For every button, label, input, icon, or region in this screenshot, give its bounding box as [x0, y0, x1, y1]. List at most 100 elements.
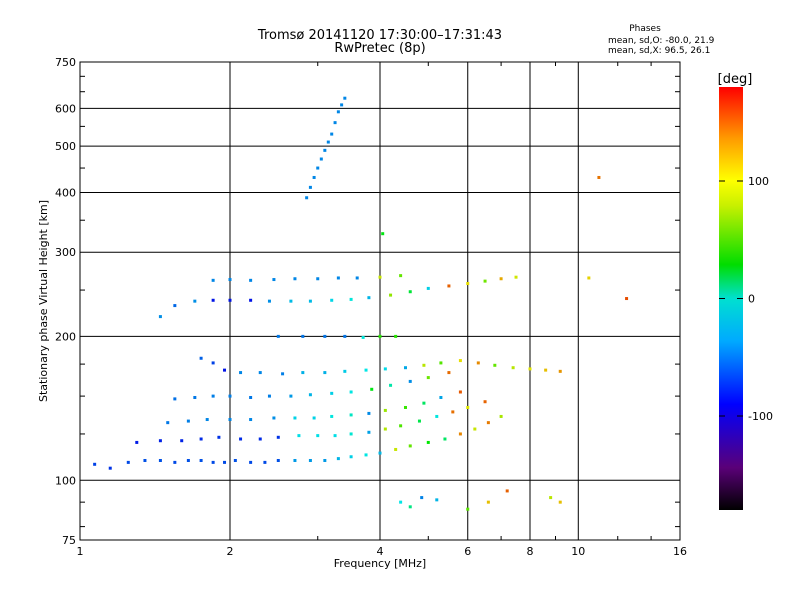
data-point	[378, 451, 382, 455]
data-point	[403, 366, 407, 370]
data-point	[367, 430, 371, 434]
data-point	[451, 410, 455, 414]
data-point	[258, 371, 262, 375]
data-point	[308, 458, 312, 462]
data-point	[239, 437, 243, 441]
data-point	[417, 419, 421, 423]
y-tick-label: 75	[62, 534, 76, 547]
data-point	[301, 371, 305, 375]
data-point	[316, 277, 320, 281]
data-point	[458, 359, 462, 363]
data-point	[447, 284, 451, 288]
data-point	[394, 447, 398, 451]
data-point	[336, 457, 340, 461]
data-point	[389, 383, 393, 387]
data-point	[193, 395, 197, 399]
y-tick-label: 750	[55, 56, 76, 69]
y-tick-label: 200	[55, 330, 76, 343]
data-point	[330, 391, 334, 395]
data-point	[349, 390, 353, 394]
x-tick-label: 6	[464, 545, 471, 558]
data-point	[323, 334, 327, 338]
x-tick-label: 4	[377, 545, 384, 558]
x-axis-label: Frequency [MHz]	[334, 557, 426, 570]
data-point	[473, 427, 477, 431]
data-point	[349, 432, 353, 436]
phase-stats-o: mean, sd,O: -80.0, 21.9	[608, 36, 715, 46]
chart-subtitle: RwPretec (8p)	[334, 41, 425, 56]
data-point	[439, 361, 443, 365]
data-point	[158, 458, 162, 462]
data-point	[293, 416, 297, 420]
data-point	[289, 394, 293, 398]
data-point	[330, 414, 334, 418]
data-point	[249, 418, 253, 422]
y-axis-label: Stationary phase Virtual Height [km]	[37, 200, 50, 402]
data-point	[466, 282, 470, 286]
colorbar-label: [deg]	[718, 72, 753, 87]
data-point	[389, 293, 393, 297]
data-point	[312, 416, 316, 420]
data-point	[281, 372, 285, 376]
data-point	[93, 462, 97, 466]
data-point	[326, 140, 330, 144]
data-point	[297, 434, 301, 438]
data-point	[458, 390, 462, 394]
data-point	[558, 500, 562, 504]
data-point	[378, 334, 382, 338]
y-tick-label: 600	[55, 102, 76, 115]
x-tick-label: 10	[571, 545, 585, 558]
data-point	[499, 277, 503, 281]
data-point	[486, 421, 490, 425]
data-point	[370, 387, 374, 391]
data-point	[199, 437, 203, 441]
y-tick-label: 300	[55, 246, 76, 259]
data-point	[211, 460, 215, 464]
data-point	[587, 276, 591, 280]
data-point	[343, 96, 347, 100]
data-point	[408, 290, 412, 294]
colorbar-tick-label: 100	[748, 175, 769, 188]
data-point	[343, 334, 347, 338]
data-point	[340, 103, 344, 107]
data-point	[483, 400, 487, 404]
data-point	[143, 458, 147, 462]
data-point	[293, 277, 297, 281]
data-point	[408, 505, 412, 509]
data-point	[597, 175, 601, 179]
data-point	[211, 361, 215, 365]
data-point	[349, 413, 353, 417]
data-point	[276, 458, 280, 462]
data-point	[228, 298, 232, 302]
y-tick-label: 400	[55, 186, 76, 199]
data-point	[276, 334, 280, 338]
data-point	[483, 279, 487, 283]
data-point	[514, 275, 518, 279]
data-point	[228, 278, 232, 282]
data-point	[158, 439, 162, 443]
chart-title: Tromsø 20141120 17:30:00–17:31:43	[257, 28, 502, 43]
data-point	[301, 334, 305, 338]
data-point	[364, 453, 368, 457]
data-point	[399, 274, 403, 278]
data-point	[211, 278, 215, 282]
data-point	[381, 232, 385, 236]
data-point	[549, 496, 553, 500]
data-point	[625, 297, 629, 301]
data-point	[228, 418, 232, 422]
data-point	[486, 500, 490, 504]
data-point	[355, 276, 359, 280]
data-point	[408, 444, 412, 448]
data-point	[528, 367, 532, 371]
data-point	[272, 278, 276, 282]
data-point	[217, 435, 221, 439]
data-point	[308, 185, 312, 189]
data-point	[505, 489, 509, 493]
data-point	[330, 298, 334, 302]
data-point	[228, 394, 232, 398]
phase-stats-heading: Phases	[629, 24, 661, 34]
data-point	[333, 121, 337, 125]
data-point	[199, 356, 203, 360]
data-point	[558, 369, 562, 373]
colorbar-tick-label: 0	[748, 293, 755, 306]
